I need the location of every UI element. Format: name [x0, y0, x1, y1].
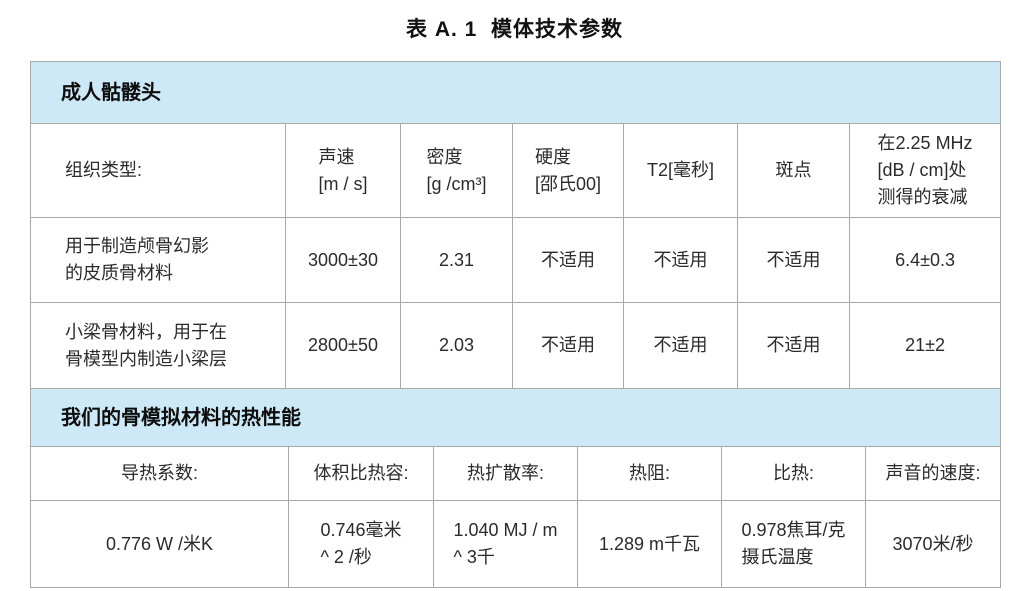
- cell-sound-speed: 3000±30: [285, 217, 401, 303]
- cell-thermal-resistance: 1.289 m千瓦: [577, 500, 722, 588]
- col-header-specific-heat: 比热:: [721, 446, 866, 501]
- cell-speckle: 不适用: [737, 302, 850, 389]
- cell-tissue: 小梁骨材料，用于在 骨模型内制造小梁层: [30, 302, 286, 389]
- col-header-speed-of-sound: 声音的速度:: [865, 446, 1001, 501]
- cell-speed-of-sound: 3070米/秒: [865, 500, 1001, 588]
- section-header-adult-skull: 成人骷髅头: [29, 61, 1002, 124]
- col-header-thermal-resistance: 热阻:: [577, 446, 722, 501]
- table-header-row: 导热系数: 体积比热容: 热扩散率: 热阻: 比热: 声音的速度:: [30, 446, 1001, 501]
- cell-speckle: 不适用: [737, 217, 850, 303]
- col-header-sound-speed: 声速 [m / s]: [285, 123, 401, 218]
- col-header-attenuation: 在2.25 MHz [dB / cm]处 测得的衰减: [848, 123, 1002, 218]
- table-section-row: 我们的骨模拟材料的热性能: [30, 388, 1001, 447]
- section-header-thermal-properties: 我们的骨模拟材料的热性能: [30, 388, 1001, 447]
- cell-attenuation: 6.4±0.3: [848, 217, 1002, 303]
- cell-attenuation: 21±2: [848, 302, 1002, 389]
- cell-hardness: 不适用: [512, 217, 624, 303]
- col-header-density: 密度 [g /cm³]: [400, 123, 513, 218]
- cell-tissue: 用于制造颅骨幻影 的皮质骨材料: [30, 217, 286, 303]
- col-header-thermal-diffusivity: 热扩散率:: [433, 446, 578, 501]
- col-header-t2: T2[毫秒]: [623, 123, 738, 218]
- col-header-volumetric-heat-capacity: 体积比热容:: [288, 446, 434, 501]
- cell-sound-speed: 2800±50: [285, 302, 401, 389]
- cell-density: 2.03: [400, 302, 513, 389]
- col-header-tissue-type: 组织类型:: [30, 123, 286, 218]
- cell-t2: 不适用: [623, 217, 738, 303]
- table-row-trabecular-bone: 小梁骨材料，用于在 骨模型内制造小梁层 2800±50 2.03 不适用 不适用…: [30, 302, 1002, 389]
- col-header-thermal-conductivity: 导热系数:: [30, 446, 289, 501]
- cell-t2: 不适用: [623, 302, 738, 389]
- cell-hardness: 不适用: [512, 302, 624, 389]
- table-row-thermal-values: 0.776 W /米K 0.746毫米 ^ 2 /秒 1.040 MJ / m …: [30, 500, 1001, 588]
- cell-density: 2.31: [400, 217, 513, 303]
- page-title: 表 A. 1 模体技术参数: [405, 18, 624, 41]
- table-section-row: 成人骷髅头: [29, 61, 1002, 124]
- table-row-cortical-bone: 用于制造颅骨幻影 的皮质骨材料 3000±30 2.31 不适用 不适用 不适用…: [30, 217, 1002, 303]
- cell-thermal-conductivity: 0.776 W /米K: [30, 500, 289, 588]
- phantom-parameters-table: 成人骷髅头 组织类型: 声速 [m / s] 密度 [g /cm³] 硬度 [邵…: [29, 61, 1002, 389]
- col-header-hardness: 硬度 [邵氏00]: [512, 123, 624, 218]
- table-header-row: 组织类型: 声速 [m / s] 密度 [g /cm³] 硬度 [邵氏00] T…: [30, 123, 1002, 218]
- cell-specific-heat: 0.978焦耳/克 摄氏温度: [721, 500, 866, 588]
- col-header-speckle: 斑点: [737, 123, 850, 218]
- thermal-properties-table: 我们的骨模拟材料的热性能 导热系数: 体积比热容: 热扩散率: 热阻: 比热: …: [30, 388, 1001, 588]
- cell-volumetric-heat-capacity: 0.746毫米 ^ 2 /秒: [288, 500, 434, 588]
- cell-thermal-diffusivity: 1.040 MJ / m ^ 3千: [433, 500, 578, 588]
